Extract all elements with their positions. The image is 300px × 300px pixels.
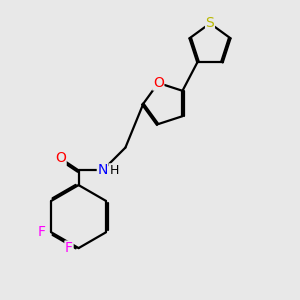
Text: F: F [65, 241, 73, 255]
Text: H: H [109, 164, 119, 177]
Text: N: N [98, 164, 108, 177]
Text: S: S [206, 16, 214, 30]
Text: F: F [38, 225, 46, 239]
Text: O: O [153, 76, 164, 90]
Text: O: O [55, 152, 66, 165]
